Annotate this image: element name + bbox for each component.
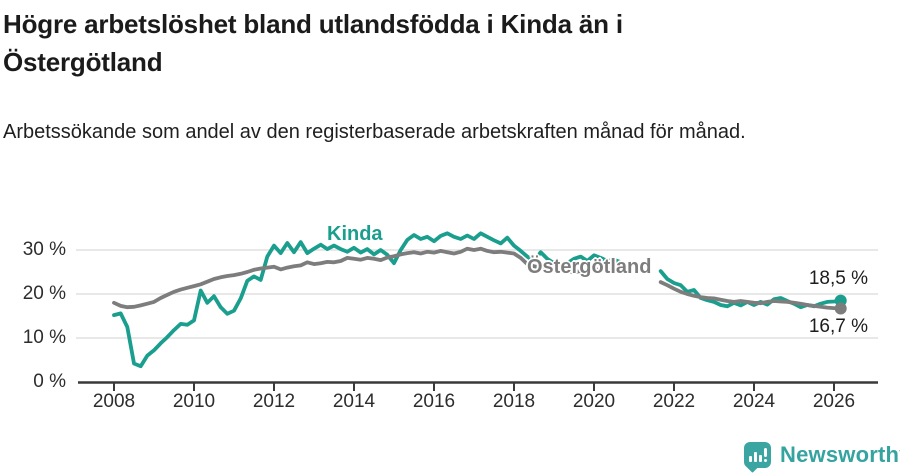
x-axis-label: 2016 <box>412 391 456 412</box>
x-axis-label: 2026 <box>812 391 856 412</box>
logo-exclamation-icon <box>764 448 767 457</box>
x-axis-label: 2024 <box>732 391 776 412</box>
x-axis-label: 2008 <box>92 391 136 412</box>
logo-exclamation-icon <box>764 459 767 462</box>
end-value-label-ostergotland: 16,7 % <box>808 316 868 337</box>
series-line-Kinda <box>112 231 630 369</box>
y-axis-label: 10 % <box>22 327 66 348</box>
logo-bubble-tail <box>746 460 759 473</box>
newsworthy-logo-icon <box>744 442 771 473</box>
y-axis-label: 20 % <box>22 283 66 304</box>
series-label-ostergotland: Östergötland <box>527 256 652 278</box>
chart-title: Högre arbetslöshet bland utlandsfödda i … <box>3 9 623 77</box>
end-value-label-kinda: 18,5 % <box>808 268 868 289</box>
series-line-Östergötland <box>112 246 630 310</box>
x-axis-label: 2022 <box>652 391 696 412</box>
x-axis-label: 2010 <box>172 391 216 412</box>
x-axis-label: 2012 <box>252 391 296 412</box>
x-axis-label: 2014 <box>332 391 376 412</box>
end-dot-Östergötland <box>834 302 847 315</box>
logo-barchart-icon <box>759 455 762 462</box>
series-line-Östergötland <box>658 280 843 311</box>
y-axis-label: 30 % <box>22 239 66 260</box>
brand-footer: Newsworthy <box>744 439 900 473</box>
x-axis-label: 2020 <box>572 391 616 412</box>
x-axis-label: 2018 <box>492 391 536 412</box>
logo-barchart-icon <box>754 452 757 462</box>
brand-name: Newsworthy <box>780 442 900 467</box>
logo-barchart-icon <box>749 456 752 462</box>
chart-subtitle: Arbetssökande som andel av den registerb… <box>3 121 746 143</box>
series-label-kinda: Kinda <box>327 223 383 245</box>
y-axis-label: 0 % <box>33 371 66 392</box>
